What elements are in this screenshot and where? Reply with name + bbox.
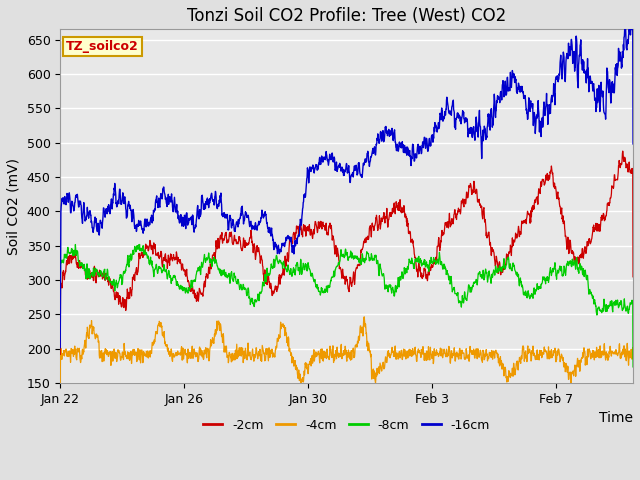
Title: Tonzi Soil CO2 Profile: Tree (West) CO2: Tonzi Soil CO2 Profile: Tree (West) CO2 — [187, 7, 506, 25]
Y-axis label: Soil CO2 (mV): Soil CO2 (mV) — [7, 157, 21, 254]
X-axis label: Time: Time — [599, 411, 633, 425]
Legend: -2cm, -4cm, -8cm, -16cm: -2cm, -4cm, -8cm, -16cm — [198, 414, 495, 437]
Text: TZ_soilco2: TZ_soilco2 — [66, 40, 139, 53]
